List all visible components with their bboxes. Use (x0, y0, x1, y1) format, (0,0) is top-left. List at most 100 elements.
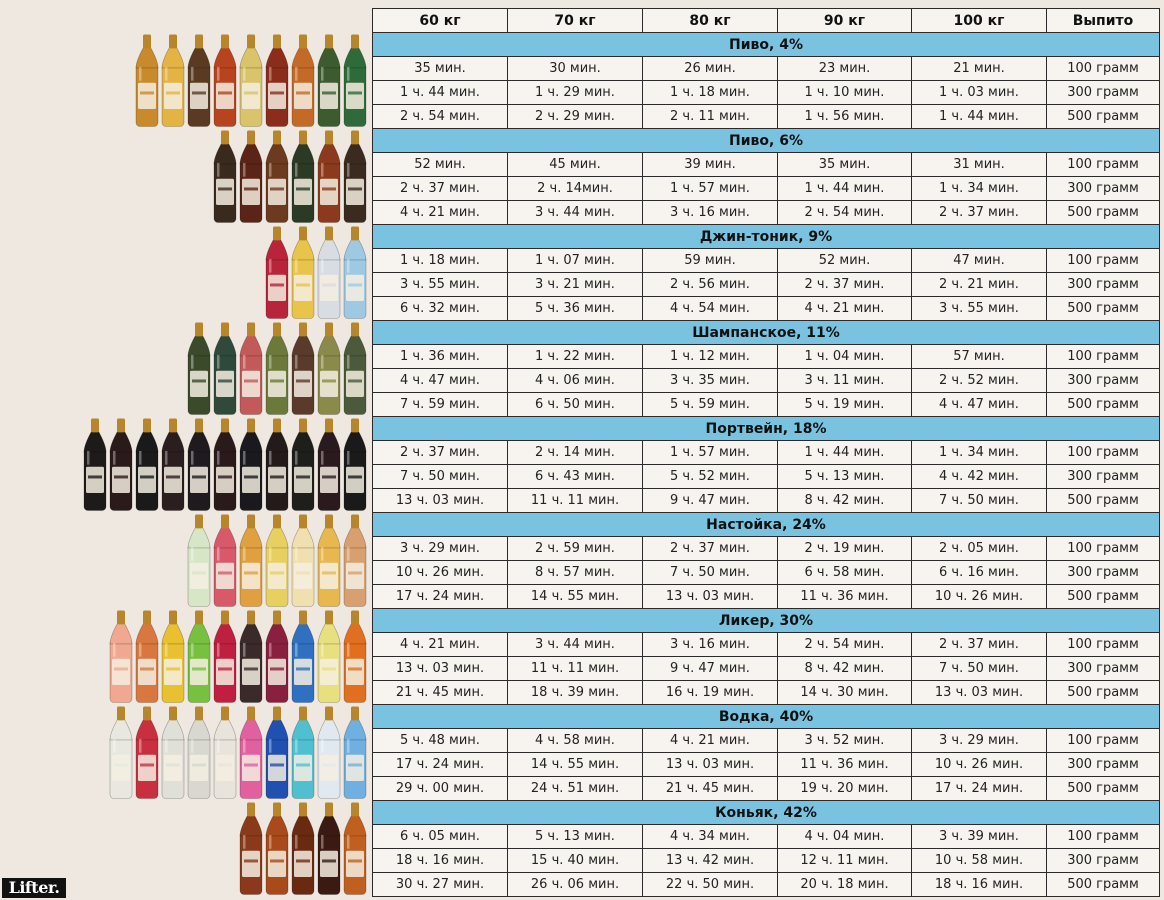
time-cell: 9 ч. 47 мин. (642, 488, 778, 513)
bottle-icon (291, 34, 315, 127)
table-row: 7 ч. 50 мин. 6 ч. 43 мин. 5 ч. 52 мин. 5 ч.… (372, 464, 1160, 489)
bottle-icon (213, 514, 237, 607)
amount-cell: 500 грамм (1046, 392, 1160, 417)
time-cell: 2 ч. 37 мин. (372, 440, 508, 465)
bottle-icon (265, 706, 289, 799)
bottle-icon (213, 322, 237, 415)
table-row: 4 ч. 21 мин. 3 ч. 44 мин. 3 ч. 16 мин. 2 ч.… (372, 632, 1160, 657)
bottle-icon (343, 34, 367, 127)
table-row: 35 мин. 30 мин. 26 мин. 23 мин. 21 мин. 100 г… (372, 56, 1160, 81)
bottle-icon (291, 322, 315, 415)
section-header-row: Водка, 40% (372, 704, 1160, 729)
bottle-icon (213, 610, 237, 703)
table-row: 30 ч. 27 мин. 26 ч. 06 мин. 22 ч. 50 мин. 2… (372, 872, 1160, 897)
bottle-icon (265, 802, 289, 895)
time-cell: 7 ч. 59 мин. (372, 392, 508, 417)
amount-cell: 500 грамм (1046, 488, 1160, 513)
bottle-icon (317, 610, 341, 703)
time-cell: 1 ч. 34 мин. (911, 176, 1047, 201)
time-cell: 3 ч. 29 мин. (911, 728, 1047, 753)
bottle-icon (265, 130, 289, 223)
bottle-icon (317, 418, 341, 511)
time-cell: 19 ч. 20 мин. (777, 776, 912, 801)
time-cell: 4 ч. 42 мин. (911, 464, 1047, 489)
table-row: 17 ч. 24 мин. 14 ч. 55 мин. 13 ч. 03 мин. 1… (372, 584, 1160, 609)
time-cell: 2 ч. 54 мин. (372, 104, 508, 129)
time-cell: 7 ч. 50 мин. (911, 488, 1047, 513)
time-cell: 4 ч. 21 мин. (642, 728, 778, 753)
amount-cell: 100 грамм (1046, 536, 1160, 561)
section-title: Шампанское, 11% (372, 320, 1160, 345)
time-cell: 2 ч. 14мин. (507, 176, 643, 201)
header-90kg: 90 кг (777, 8, 912, 33)
bottle-icon (187, 418, 211, 511)
time-cell: 2 ч. 59 мин. (507, 536, 643, 561)
amount-cell: 100 грамм (1046, 152, 1160, 177)
time-cell: 2 ч. 37 мин. (642, 536, 778, 561)
time-cell: 1 ч. 44 мин. (911, 104, 1047, 129)
time-cell: 10 ч. 26 мин. (911, 752, 1047, 777)
time-cell: 13 ч. 42 мин. (642, 848, 778, 873)
time-cell: 18 ч. 16 мин. (911, 872, 1047, 897)
time-cell: 18 ч. 39 мин. (507, 680, 643, 705)
time-cell: 13 ч. 03 мин. (642, 584, 778, 609)
time-cell: 1 ч. 57 мин. (642, 440, 778, 465)
bottle-icon (213, 130, 237, 223)
time-cell: 6 ч. 50 мин. (507, 392, 643, 417)
bottle-icon (187, 322, 211, 415)
time-cell: 1 ч. 44 мин. (777, 176, 912, 201)
amount-cell: 500 грамм (1046, 200, 1160, 225)
time-cell: 8 ч. 42 мин. (777, 488, 912, 513)
section-header-row: Джин-тоник, 9% (372, 224, 1160, 249)
section-title: Джин-тоник, 9% (372, 224, 1160, 249)
time-cell: 1 ч. 12 мин. (642, 344, 778, 369)
header-80kg: 80 кг (642, 8, 778, 33)
amount-cell: 300 грамм (1046, 848, 1160, 873)
time-cell: 18 ч. 16 мин. (372, 848, 508, 873)
table-row: 2 ч. 37 мин. 2 ч. 14мин. 1 ч. 57 мин. 1 ч. … (372, 176, 1160, 201)
time-cell: 6 ч. 58 мин. (777, 560, 912, 585)
amount-cell: 100 грамм (1046, 440, 1160, 465)
bottle-icon (291, 802, 315, 895)
table-row: 1 ч. 18 мин. 1 ч. 07 мин. 59 мин. 52 мин. 47… (372, 248, 1160, 273)
time-cell: 5 ч. 19 мин. (777, 392, 912, 417)
time-cell: 3 ч. 35 мин. (642, 368, 778, 393)
section-title: Портвейн, 18% (372, 416, 1160, 441)
bottle-icon (135, 418, 159, 511)
bottle-icon (239, 802, 263, 895)
bottle-icon (239, 130, 263, 223)
table-row: 7 ч. 59 мин. 6 ч. 50 мин. 5 ч. 59 мин. 5 ч.… (372, 392, 1160, 417)
bottle-icon (135, 34, 159, 127)
time-cell: 9 ч. 47 мин. (642, 656, 778, 681)
bottles-illustration (83, 34, 367, 895)
time-cell: 5 ч. 48 мин. (372, 728, 508, 753)
time-cell: 6 ч. 16 мин. (911, 560, 1047, 585)
time-cell: 6 ч. 32 мин. (372, 296, 508, 321)
header-70kg: 70 кг (507, 8, 643, 33)
bottle-icon (187, 514, 211, 607)
table-row: 3 ч. 29 мин. 2 ч. 59 мин. 2 ч. 37 мин. 2 ч.… (372, 536, 1160, 561)
amount-cell: 500 грамм (1046, 296, 1160, 321)
time-cell: 16 ч. 19 мин. (642, 680, 778, 705)
time-cell: 57 мин. (911, 344, 1047, 369)
header-100kg: 100 кг (911, 8, 1047, 33)
time-cell: 2 ч. 11 мин. (642, 104, 778, 129)
table-row: 2 ч. 54 мин. 2 ч. 29 мин. 2 ч. 11 мин. 1 ч.… (372, 104, 1160, 129)
amount-cell: 300 грамм (1046, 560, 1160, 585)
bottle-icon (161, 610, 185, 703)
bottle-icon (239, 610, 263, 703)
time-cell: 7 ч. 50 мин. (642, 560, 778, 585)
time-cell: 21 ч. 45 мин. (372, 680, 508, 705)
bottle-icon (265, 418, 289, 511)
amount-cell: 100 грамм (1046, 248, 1160, 273)
time-cell: 5 ч. 13 мин. (507, 824, 643, 849)
bottle-icon (161, 34, 185, 127)
time-cell: 2 ч. 54 мин. (777, 632, 912, 657)
bottle-icon (109, 706, 133, 799)
time-cell: 4 ч. 21 мин. (372, 632, 508, 657)
header-drunk-amount: Выпито (1046, 8, 1160, 33)
bottle-icon (343, 226, 367, 319)
table-row: 1 ч. 36 мин. 1 ч. 22 мин. 1 ч. 12 мин. 1 ч.… (372, 344, 1160, 369)
time-cell: 3 ч. 44 мин. (507, 632, 643, 657)
time-cell: 47 мин. (911, 248, 1047, 273)
